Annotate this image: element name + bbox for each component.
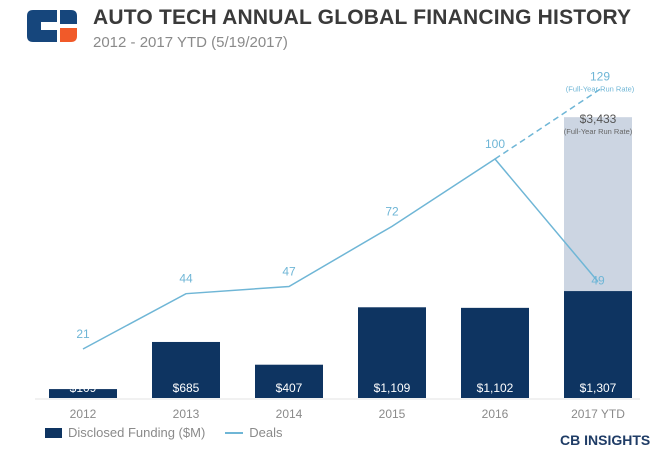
deals-data-label: 21: [76, 327, 90, 341]
projection-deals-label: 129: [590, 69, 610, 83]
bar-value-label: $685: [173, 381, 200, 395]
bar-value-label: $1,102: [477, 381, 514, 395]
legend-label-deals: Deals: [249, 425, 283, 440]
bar-value-label: $109: [70, 381, 97, 395]
bar-2013: [152, 341, 220, 398]
legend-swatch-deals: [225, 431, 244, 434]
x-tick-label: 2017 YTD: [571, 407, 625, 421]
deals-data-label: 44: [179, 272, 193, 286]
deals-line: [82, 158, 599, 350]
deals-data-label: 47: [282, 264, 296, 278]
bar-2015: [358, 307, 426, 398]
bar-value-label: $407: [276, 381, 303, 395]
bar-2017-YTD: [564, 291, 632, 398]
bar-value-label: $1,307: [580, 381, 617, 395]
x-tick-label: 2013: [173, 407, 200, 421]
chart-subtitle: 2012 - 2017 YTD (5/19/2017): [93, 34, 288, 51]
deals-data-label: 49: [591, 274, 605, 288]
deals-data-label: 72: [385, 204, 399, 218]
x-tick-label: 2016: [482, 407, 509, 421]
projection-funding-label: $3,433: [580, 112, 617, 126]
chart-title: AUTO TECH ANNUAL GLOBAL FINANCING HISTOR…: [93, 6, 632, 29]
bar-2014: [255, 364, 323, 398]
cb-insights-wordmark: CB INSIGHTS: [560, 432, 651, 448]
bar-2016: [461, 307, 529, 398]
projection-deals-note: (Full-Year Run Rate): [566, 84, 635, 93]
bar-value-label: $1,109: [374, 381, 411, 395]
cb-insights-logo-icon: [27, 10, 77, 42]
x-tick-label: 2012: [70, 407, 97, 421]
legend-label-funding: Disclosed Funding ($M): [68, 425, 206, 440]
legend: Disclosed Funding ($M) Deals: [45, 425, 283, 440]
x-tick-label: 2014: [276, 407, 303, 421]
bar-2012: [49, 389, 117, 398]
legend-swatch-funding: [45, 427, 62, 438]
deals-projection-line: [494, 88, 601, 160]
deals-data-label: 100: [485, 137, 505, 151]
x-tick-label: 2015: [379, 407, 406, 421]
projection-funding-note: (Full-Year Run Rate): [564, 127, 633, 136]
